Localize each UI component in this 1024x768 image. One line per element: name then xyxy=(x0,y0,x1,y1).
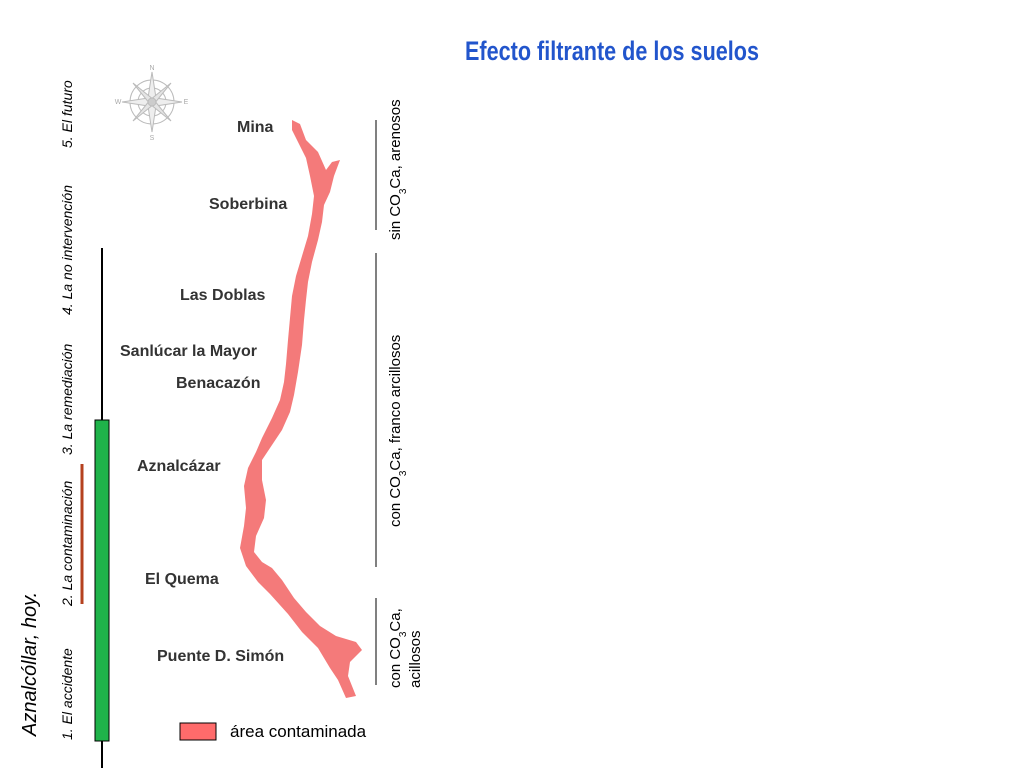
contaminated-river xyxy=(240,120,362,698)
place-label: Mina xyxy=(237,119,274,136)
soil-label: acillosos xyxy=(407,630,424,688)
place-label: El Quema xyxy=(145,571,219,588)
legend-swatch xyxy=(179,722,217,741)
compass-letter: E xyxy=(184,99,189,106)
slide-title: Efecto filtrante de los suelos xyxy=(465,37,759,67)
compass-letter: S xyxy=(150,135,155,142)
menu-item[interactable]: 2. La contaminación xyxy=(59,480,75,607)
menu-item[interactable]: 3. La remediación xyxy=(59,343,75,455)
compass-letter: W xyxy=(115,99,122,106)
menu-item[interactable]: 5. El futuro xyxy=(59,80,75,148)
compass-letter: N xyxy=(149,65,154,72)
soil-label: sin CO3Ca, arenosos xyxy=(387,99,409,240)
soil-label: con CO3Ca, xyxy=(387,608,409,688)
menu-item[interactable]: 1. El accidente xyxy=(59,648,75,740)
menu-item[interactable]: 4. La no intervención xyxy=(59,185,75,315)
place-label: Sanlúcar la Mayor xyxy=(120,343,257,360)
place-label: Puente D. Simón xyxy=(157,648,284,665)
timeline-range xyxy=(94,419,110,742)
place-label: Aznalcázar xyxy=(137,458,221,475)
soil-label: con CO3Ca, franco arcillosos xyxy=(387,335,409,527)
compass-rose xyxy=(121,71,183,133)
sidebar-title: Aznalcóllar, hoy. xyxy=(19,592,41,737)
place-label: Las Doblas xyxy=(180,287,265,304)
place-label: Soberbina xyxy=(209,196,287,213)
place-label: Benacazón xyxy=(176,375,260,392)
legend-label: área contaminada xyxy=(230,722,367,741)
